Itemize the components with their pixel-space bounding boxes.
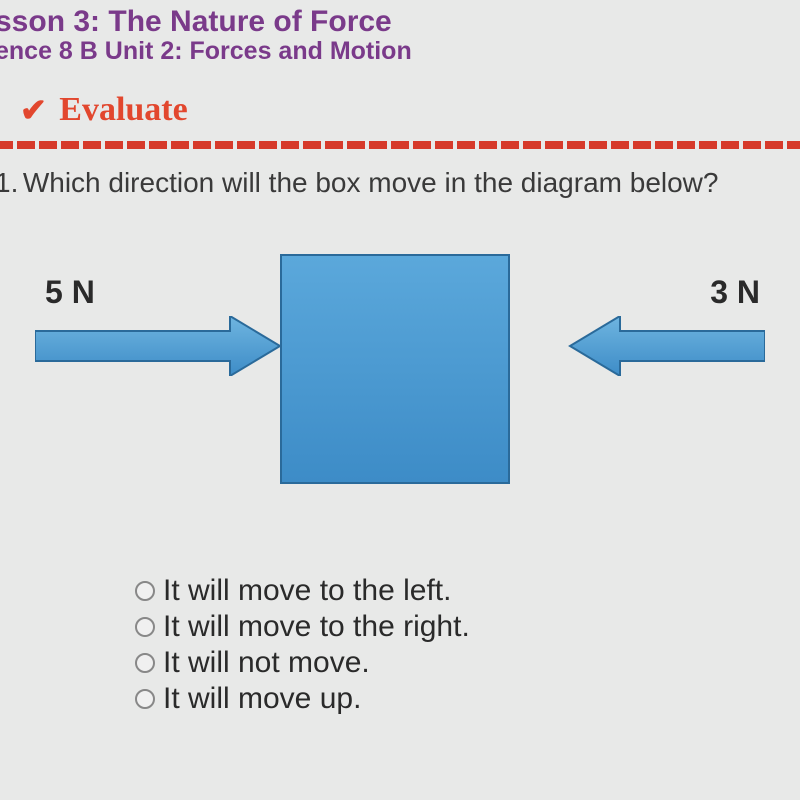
option-text: It will not move. bbox=[163, 646, 370, 680]
radio-icon[interactable] bbox=[135, 581, 155, 601]
left-arrow-icon bbox=[35, 316, 285, 381]
radio-icon[interactable] bbox=[135, 653, 155, 673]
right-arrow-icon bbox=[565, 316, 765, 381]
question-section: 1. Which direction will the box move in … bbox=[0, 167, 800, 199]
evaluate-section: ✔ Evaluate bbox=[20, 91, 800, 129]
radio-icon[interactable] bbox=[135, 617, 155, 637]
subtitle: ence 8 B Unit 2: Forces and Motion bbox=[0, 37, 800, 66]
option-text: It will move to the right. bbox=[163, 610, 470, 644]
header: sson 3: The Nature of Force ence 8 B Uni… bbox=[0, 0, 800, 66]
divider-line bbox=[0, 141, 800, 149]
options-section: It will move to the left. It will move t… bbox=[135, 574, 800, 716]
right-force-label: 3 N bbox=[710, 274, 760, 311]
option-row[interactable]: It will move up. bbox=[135, 682, 800, 716]
option-text: It will move up. bbox=[163, 682, 361, 716]
force-diagram: 5 N 3 N bbox=[0, 254, 800, 534]
checkmark-icon: ✔ bbox=[20, 91, 47, 129]
option-text: It will move to the left. bbox=[163, 574, 451, 608]
radio-icon[interactable] bbox=[135, 689, 155, 709]
question-text: Which direction will the box move in the… bbox=[23, 167, 719, 198]
box-shape bbox=[280, 254, 510, 484]
lesson-title: sson 3: The Nature of Force bbox=[0, 5, 800, 39]
option-row[interactable]: It will move to the right. bbox=[135, 610, 800, 644]
option-row[interactable]: It will move to the left. bbox=[135, 574, 800, 608]
option-row[interactable]: It will not move. bbox=[135, 646, 800, 680]
question-number: 1. bbox=[0, 167, 18, 198]
left-force-label: 5 N bbox=[45, 274, 95, 311]
evaluate-label: Evaluate bbox=[59, 91, 187, 129]
